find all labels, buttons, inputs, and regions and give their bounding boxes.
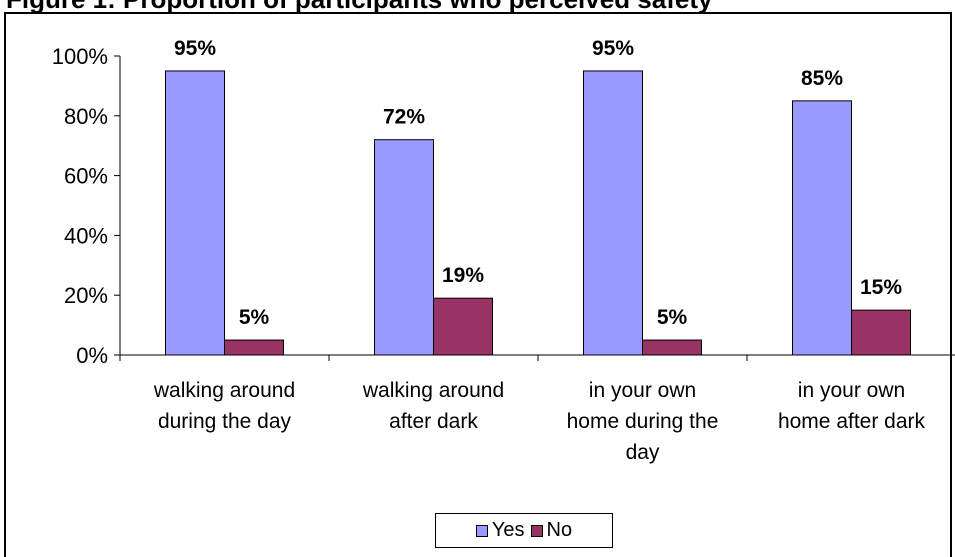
y-tick-label: 100%: [52, 44, 108, 69]
chart-legend: Yes No: [435, 513, 613, 548]
data-label-no: 5%: [239, 306, 270, 329]
x-category-label: home during the: [567, 410, 719, 433]
legend-swatch-yes: [475, 524, 488, 537]
x-category-label: home after dark: [778, 410, 926, 433]
data-label-yes: 95%: [174, 37, 216, 60]
data-label-no: 19%: [442, 264, 484, 287]
legend-label-no: No: [546, 519, 573, 541]
bar-yes: [374, 139, 434, 356]
bar-yes: [165, 70, 225, 356]
x-category-label: in your own: [589, 379, 696, 402]
chart-title-strip: Figure 1: Proportion of participants who…: [0, 0, 955, 12]
y-tick-label: 80%: [64, 104, 108, 129]
data-label-no: 15%: [860, 276, 902, 299]
x-category-label: day: [626, 441, 660, 464]
x-category-label: walking around: [153, 379, 295, 402]
bar-no: [851, 309, 911, 356]
x-category-label: in your own: [798, 379, 905, 402]
bar-yes: [583, 70, 643, 356]
legend-swatch-no: [530, 524, 543, 537]
bar-no: [642, 339, 702, 356]
data-label-yes: 85%: [801, 67, 843, 90]
bar-no: [224, 339, 284, 356]
data-label-yes: 95%: [592, 37, 634, 60]
y-tick-label: 40%: [64, 223, 108, 248]
chart-title: Figure 1: Proportion of participants who…: [6, 0, 712, 12]
legend-label-yes: Yes: [491, 519, 525, 541]
y-tick-label: 0%: [76, 343, 108, 368]
legend-item-no: No: [530, 519, 573, 542]
x-category-label: during the day: [158, 410, 292, 433]
data-label-yes: 72%: [383, 106, 425, 129]
x-category-label: after dark: [389, 410, 478, 433]
bar-no: [433, 297, 493, 356]
y-tick-label: 20%: [64, 283, 108, 308]
legend-item-yes: Yes: [475, 519, 525, 542]
bar-yes: [792, 100, 852, 356]
y-tick-label: 60%: [64, 164, 108, 189]
x-category-label: walking around: [362, 379, 504, 402]
data-label-no: 5%: [657, 306, 688, 329]
